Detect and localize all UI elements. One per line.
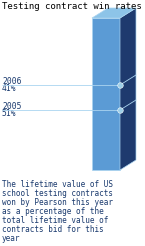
- Text: The lifetime value of US: The lifetime value of US: [2, 180, 113, 189]
- Text: as a percentage of the: as a percentage of the: [2, 207, 104, 216]
- Text: school testing contracts: school testing contracts: [2, 189, 113, 198]
- Text: 2006: 2006: [2, 77, 21, 86]
- Text: contracts bid for this: contracts bid for this: [2, 225, 104, 234]
- Polygon shape: [92, 8, 136, 18]
- Bar: [92, 18, 120, 170]
- Text: 51%: 51%: [2, 109, 17, 118]
- Text: 41%: 41%: [2, 84, 17, 93]
- Text: total lifetime value of: total lifetime value of: [2, 216, 108, 225]
- Text: 2005: 2005: [2, 102, 21, 111]
- Polygon shape: [120, 8, 136, 170]
- Text: year: year: [2, 234, 20, 243]
- Text: won by Pearson this year: won by Pearson this year: [2, 198, 113, 207]
- Text: Testing contract win rates: Testing contract win rates: [2, 2, 142, 11]
